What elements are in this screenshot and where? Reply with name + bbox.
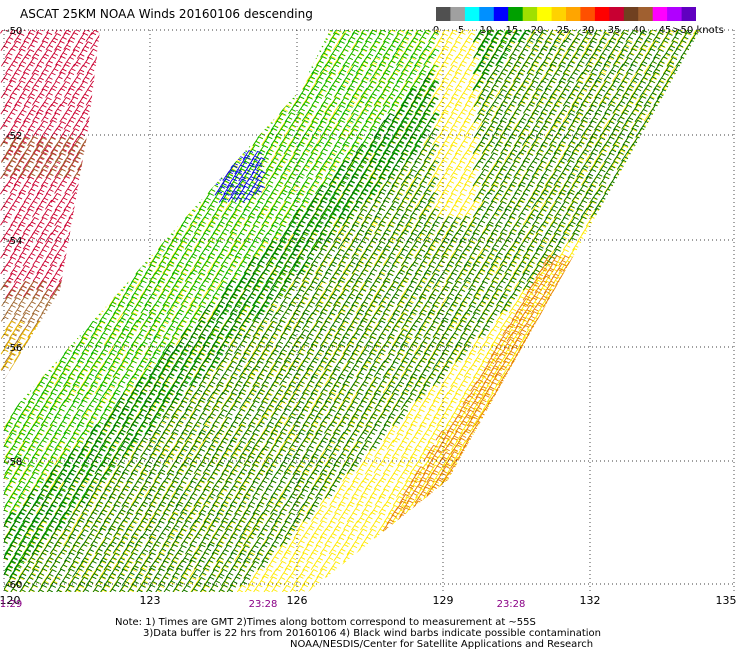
pass-time-label: 23:28 [248, 599, 278, 610]
wind-barbs-yellow [4, 30, 700, 592]
longitude-label: 132 [579, 594, 601, 607]
latitude-label: -52 [6, 131, 23, 142]
longitude-label: 123 [139, 594, 161, 607]
colorbar-swatches [436, 7, 697, 21]
note-line-1: Note: 1) Times are GMT 2)Times along bot… [115, 617, 536, 628]
note-line-2: 3)Data buffer is 22 hrs from 20160106 4)… [143, 628, 601, 639]
colorbar-swatch [580, 7, 596, 21]
colorbar-label: 15 [505, 25, 519, 36]
colorbar-swatch [493, 7, 509, 21]
colorbar-swatch [551, 7, 567, 21]
colorbar-swatch [667, 7, 682, 21]
colorbar-swatch [479, 7, 495, 21]
lat-lon-gridlines [3, 29, 735, 592]
latitude-label: -54 [6, 236, 23, 247]
colorbar-swatch [566, 7, 581, 21]
longitude-label: 120 [0, 594, 21, 607]
wind-barbs-brown [0, 135, 100, 380]
latitude-label: -56 [6, 343, 23, 354]
wind-barbs-gold [0, 320, 100, 380]
colorbar-swatch [464, 7, 480, 21]
colorbar-swatch [508, 7, 524, 21]
pass-time-label: 1:29 [0, 599, 23, 610]
colorbar-label: 10 [479, 25, 493, 36]
wind-barbs-green [4, 30, 534, 579]
colorbar-swatch [537, 7, 552, 21]
latitude-label: -60 [6, 580, 23, 591]
colorbar-label: 35 [607, 25, 621, 36]
colorbar-label: 40 [632, 25, 646, 36]
colorbar-label: 45 [658, 25, 672, 36]
map-title: ASCAT 25KM NOAA Winds 20160106 descendin… [20, 7, 313, 21]
colorbar-swatch [638, 7, 654, 21]
note-line-3: NOAA/NESDIS/Center for Satellite Applica… [290, 639, 594, 650]
colorbar-swatch [522, 7, 538, 21]
colorbar-swatch [436, 7, 451, 21]
colorbar-swatch [594, 7, 610, 21]
latitude-label: -50 [6, 26, 23, 37]
latitude-label: -58 [6, 457, 23, 468]
colorbar-swatch [609, 7, 625, 21]
colorbar-swatch [681, 7, 697, 21]
longitude-label: 129 [432, 594, 454, 607]
colorbar-swatch [450, 7, 466, 21]
pass-time-label: 23:28 [496, 599, 526, 610]
colorbar-label: 5 [457, 25, 465, 36]
colorbar-swatch [623, 7, 639, 21]
colorbar-swatch [652, 7, 668, 21]
longitude-label: 126 [286, 594, 308, 607]
longitude-label: 135 [715, 594, 737, 607]
